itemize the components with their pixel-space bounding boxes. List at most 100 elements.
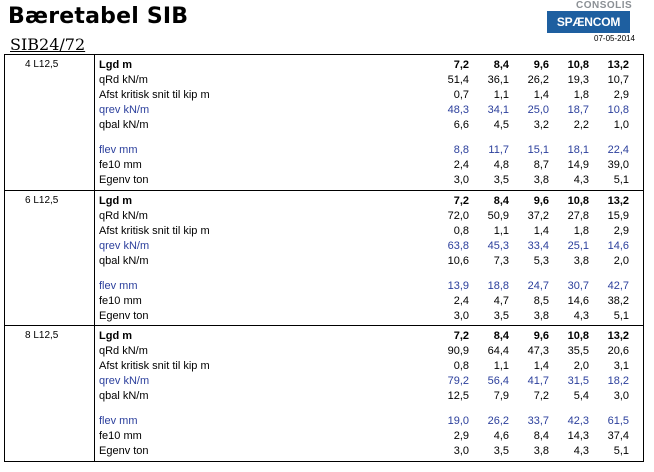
table-cell: 26,2 (487, 415, 509, 427)
table-cell: 4,3 (573, 310, 589, 322)
table-cell: 1,4 (533, 360, 549, 372)
table-cell: 18,8 (487, 280, 509, 292)
table-cell: 10,8 (567, 195, 589, 207)
table-cell: 24,7 (527, 280, 549, 292)
table-cell: 2,9 (613, 225, 629, 237)
table-cell: 42,7 (607, 280, 629, 292)
table-row: Egenv ton 3,0 3,5 3,8 4,3 5,1 (99, 309, 639, 324)
row-label: qbal kN/m (99, 390, 149, 402)
table-cell: 5,3 (533, 255, 549, 267)
table-cell: 5,4 (573, 390, 589, 402)
table-cell: 7,9 (493, 390, 509, 402)
row-label: Afst kritisk snit til kip m (99, 225, 210, 237)
table-cell: 79,2 (447, 375, 469, 387)
row-label: flev mm (99, 144, 138, 156)
table-cell: 39,0 (607, 159, 629, 171)
table-cell: 30,7 (567, 280, 589, 292)
row-label: Lgd m (99, 59, 132, 71)
table-cell: 3,0 (453, 445, 469, 457)
table-cell: 51,4 (447, 74, 469, 86)
table-cell: 10,6 (447, 255, 469, 267)
page-title: Bæretabel SIB (8, 4, 189, 29)
table-cell: 6,6 (453, 119, 469, 131)
document-date: 07-05-2014 (594, 34, 635, 43)
table-row: fe10 mm 2,4 4,8 8,7 14,9 39,0 (99, 158, 639, 173)
table-cell: 9,6 (533, 195, 549, 207)
table-cell: 10,8 (567, 59, 589, 71)
table-cell: 2,4 (453, 159, 469, 171)
table-row: qRd kN/m 90,9 64,4 47,3 35,5 20,6 (99, 344, 639, 359)
table-cell: 1,0 (613, 119, 629, 131)
table-row: Afst kritisk snit til kip m 0,8 1,1 1,4 1,8 2… (99, 224, 639, 239)
table-cell: 26,2 (527, 74, 549, 86)
table-cell: 8,8 (453, 144, 469, 156)
table-cell: 12,5 (447, 390, 469, 402)
table-cell: 5,1 (613, 445, 629, 457)
table-cell: 63,8 (447, 240, 469, 252)
table-row: qbal kN/m 12,5 7,9 7,2 5,4 3,0 (99, 389, 639, 404)
table-cell: 18,2 (607, 375, 629, 387)
table-cell: 15,9 (607, 210, 629, 222)
table-cell: 14,6 (607, 240, 629, 252)
table-cell: 72,0 (447, 210, 469, 222)
table-block: 6 L12,5 Lgd m 7,2 8,4 9,6 10,8 13,2 qRd kN/m 72,… (5, 190, 643, 326)
table-block: 8 L12,5 Lgd m 7,2 8,4 9,6 10,8 13,2 qRd kN/m 90,… (5, 325, 643, 461)
table-cell: 18,7 (567, 104, 589, 116)
table-cell: 14,9 (567, 159, 589, 171)
table-cell: 11,7 (488, 144, 509, 156)
row-label: Lgd m (99, 195, 132, 207)
row-label: fe10 mm (99, 430, 142, 442)
row-label: qrev kN/m (99, 375, 150, 387)
table-cell: 25,1 (567, 240, 589, 252)
table-row: Lgd m 7,2 8,4 9,6 10,8 13,2 (99, 329, 639, 344)
table-cell: 33,4 (527, 240, 549, 252)
table-row: fe10 mm 2,9 4,6 8,4 14,3 37,4 (99, 429, 639, 444)
table-cell: 37,4 (607, 430, 629, 442)
table-cell: 9,6 (533, 59, 549, 71)
table-row: Lgd m 7,2 8,4 9,6 10,8 13,2 (99, 194, 639, 209)
table-cell: 8,7 (533, 159, 549, 171)
table-cell: 8,4 (493, 330, 509, 342)
row-label: qrev kN/m (99, 104, 150, 116)
table-row: Afst kritisk snit til kip m 0,8 1,1 1,4 2,0 3… (99, 359, 639, 374)
table-row: qbal kN/m 6,6 4,5 3,2 2,2 1,0 (99, 118, 639, 133)
table-cell: 7,2 (453, 59, 469, 71)
table-cell: 4,3 (573, 445, 589, 457)
table-cell: 18,1 (567, 144, 589, 156)
table-cell: 1,8 (573, 89, 589, 101)
table-cell: 45,3 (487, 240, 509, 252)
table-cell: 8,4 (533, 430, 549, 442)
table-row: qrev kN/m 63,8 45,3 33,4 25,1 14,6 (99, 239, 639, 254)
table-cell: 35,5 (567, 345, 589, 357)
row-label: qRd kN/m (99, 210, 148, 222)
table-cell: 2,2 (573, 119, 589, 131)
table-cell: 42,3 (567, 415, 589, 427)
table-cell: 8,4 (493, 195, 509, 207)
block-label: 8 L12,5 (25, 330, 59, 341)
table-cell: 3,0 (453, 310, 469, 322)
column-divider (94, 55, 95, 461)
table-block: 4 L12,5 Lgd m 7,2 8,4 9,6 10,8 13,2 qRd kN/m 51,… (5, 55, 643, 190)
table-cell: 5,1 (613, 310, 629, 322)
table-cell: 1,4 (533, 89, 549, 101)
table-cell: 7,2 (453, 330, 469, 342)
block-label: 4 L12,5 (25, 59, 59, 70)
row-label: fe10 mm (99, 295, 142, 307)
table-cell: 3,0 (613, 390, 629, 402)
row-label: qbal kN/m (99, 255, 149, 267)
row-label: Afst kritisk snit til kip m (99, 89, 210, 101)
table-cell: 3,8 (533, 174, 549, 186)
table-cell: 10,7 (607, 74, 629, 86)
table-cell: 31,5 (567, 375, 589, 387)
table-cell: 64,4 (487, 345, 509, 357)
table-cell: 3,8 (573, 255, 589, 267)
table-cell: 3,5 (493, 310, 509, 322)
table-row: fe10 mm 2,4 4,7 8,5 14,6 38,2 (99, 294, 639, 309)
table-cell: 0,8 (453, 225, 469, 237)
table-row: flev mm 8,8 11,7 15,1 18,1 22,4 (99, 143, 639, 158)
table-cell: 20,6 (607, 345, 629, 357)
load-table: 4 L12,5 Lgd m 7,2 8,4 9,6 10,8 13,2 qRd kN/m 51,… (4, 54, 644, 462)
row-label: Egenv ton (99, 174, 149, 186)
table-cell: 38,2 (607, 295, 629, 307)
table-cell: 8,4 (493, 59, 509, 71)
